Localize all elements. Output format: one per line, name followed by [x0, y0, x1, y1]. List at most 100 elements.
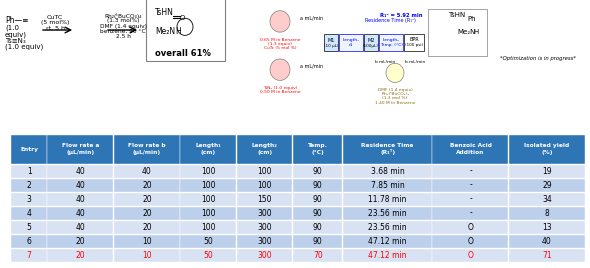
Text: 100: 100 — [201, 222, 215, 232]
FancyBboxPatch shape — [11, 234, 47, 248]
Text: (1.0: (1.0 — [5, 25, 19, 31]
Text: benzene, 90 °C: benzene, 90 °C — [100, 29, 146, 34]
Text: (100 psi): (100 psi) — [405, 43, 423, 47]
Text: (100µL): (100µL) — [363, 44, 379, 48]
Text: Rh₂(ᵗBuCO₃)₄: Rh₂(ᵗBuCO₃)₄ — [381, 92, 409, 96]
Text: 2.5 h: 2.5 h — [116, 34, 130, 39]
FancyBboxPatch shape — [180, 248, 236, 262]
FancyBboxPatch shape — [114, 221, 179, 234]
Text: 100: 100 — [257, 166, 272, 176]
Text: 0.50 M in Benzene: 0.50 M in Benzene — [260, 90, 300, 94]
Text: 4: 4 — [27, 209, 31, 218]
FancyBboxPatch shape — [293, 207, 342, 220]
Text: Flow rate b
(μL/min): Flow rate b (μL/min) — [128, 143, 166, 155]
Text: 10: 10 — [142, 251, 152, 259]
Text: 40: 40 — [76, 181, 86, 189]
Text: 20: 20 — [142, 181, 152, 189]
Text: 90: 90 — [313, 236, 323, 245]
FancyBboxPatch shape — [432, 135, 508, 164]
FancyBboxPatch shape — [509, 248, 585, 262]
Text: Residence Time
(R₁ᵀ): Residence Time (R₁ᵀ) — [362, 143, 414, 155]
Text: b mL/min: b mL/min — [405, 60, 425, 64]
Text: (1.3 equiv): (1.3 equiv) — [268, 42, 292, 46]
Text: Ts≡N₃: Ts≡N₃ — [5, 38, 25, 43]
Text: R₁ᵀ = 5.92 min: R₁ᵀ = 5.92 min — [380, 13, 422, 18]
FancyBboxPatch shape — [293, 248, 342, 262]
FancyBboxPatch shape — [47, 234, 113, 248]
Text: 100: 100 — [201, 166, 215, 176]
Text: 23.56 min: 23.56 min — [368, 209, 407, 218]
FancyBboxPatch shape — [379, 34, 403, 51]
Text: M2: M2 — [368, 38, 375, 43]
FancyBboxPatch shape — [237, 165, 293, 178]
Text: 34: 34 — [542, 195, 552, 203]
Text: 20: 20 — [76, 251, 86, 259]
Text: 90: 90 — [313, 195, 323, 203]
Circle shape — [270, 11, 290, 32]
Text: Flow rate a
(μL/min): Flow rate a (μL/min) — [62, 143, 99, 155]
Text: 0.65 M in Benzene: 0.65 M in Benzene — [260, 38, 300, 42]
Text: Length₂
(cm): Length₂ (cm) — [252, 143, 278, 155]
Text: Isolated yield
(%): Isolated yield (%) — [525, 143, 569, 155]
FancyBboxPatch shape — [432, 165, 508, 178]
FancyBboxPatch shape — [180, 234, 236, 248]
FancyBboxPatch shape — [404, 34, 424, 51]
FancyBboxPatch shape — [509, 192, 585, 206]
Text: 20: 20 — [142, 222, 152, 232]
Text: O: O — [468, 222, 474, 232]
Text: 90: 90 — [313, 181, 323, 189]
FancyBboxPatch shape — [343, 192, 432, 206]
FancyBboxPatch shape — [237, 248, 293, 262]
FancyBboxPatch shape — [364, 34, 378, 51]
FancyBboxPatch shape — [47, 221, 113, 234]
Text: Length₁
(cm): Length₁ (cm) — [195, 143, 221, 155]
Text: 40: 40 — [76, 209, 86, 218]
FancyBboxPatch shape — [114, 165, 179, 178]
FancyBboxPatch shape — [47, 192, 113, 206]
FancyBboxPatch shape — [237, 178, 293, 192]
Text: M1: M1 — [327, 38, 335, 43]
Circle shape — [386, 63, 404, 83]
Text: BPR: BPR — [409, 37, 419, 42]
FancyBboxPatch shape — [47, 165, 113, 178]
Text: 1: 1 — [27, 166, 31, 176]
Text: equiv): equiv) — [5, 31, 27, 38]
FancyBboxPatch shape — [293, 135, 342, 164]
FancyBboxPatch shape — [237, 221, 293, 234]
Text: 13: 13 — [542, 222, 552, 232]
Text: 300: 300 — [257, 251, 272, 259]
FancyBboxPatch shape — [47, 207, 113, 220]
FancyBboxPatch shape — [432, 178, 508, 192]
Text: -: - — [469, 166, 472, 176]
FancyBboxPatch shape — [11, 178, 47, 192]
Text: 90: 90 — [313, 166, 323, 176]
FancyBboxPatch shape — [343, 178, 432, 192]
Text: 10: 10 — [142, 236, 152, 245]
Text: 20: 20 — [142, 195, 152, 203]
FancyBboxPatch shape — [293, 192, 342, 206]
Text: CuTC: CuTC — [47, 15, 63, 20]
Text: 19: 19 — [542, 166, 552, 176]
Text: 47.12 min: 47.12 min — [368, 251, 407, 259]
FancyBboxPatch shape — [114, 135, 179, 164]
FancyBboxPatch shape — [180, 165, 236, 178]
FancyBboxPatch shape — [11, 207, 47, 220]
Text: 100: 100 — [257, 181, 272, 189]
Text: 40: 40 — [76, 166, 86, 176]
FancyBboxPatch shape — [343, 135, 432, 164]
FancyBboxPatch shape — [237, 192, 293, 206]
Text: 40: 40 — [142, 166, 152, 176]
FancyBboxPatch shape — [343, 248, 432, 262]
Text: (1.3 mol %): (1.3 mol %) — [382, 96, 408, 100]
FancyBboxPatch shape — [509, 165, 585, 178]
Text: 6: 6 — [27, 236, 31, 245]
Text: CuTc (5 mol %): CuTc (5 mol %) — [264, 46, 296, 50]
FancyBboxPatch shape — [47, 135, 113, 164]
FancyBboxPatch shape — [432, 234, 508, 248]
FancyBboxPatch shape — [237, 207, 293, 220]
FancyBboxPatch shape — [432, 248, 508, 262]
Text: Temp. (°C): Temp. (°C) — [379, 43, 402, 47]
FancyBboxPatch shape — [343, 207, 432, 220]
Text: 1.40 M in Benzene: 1.40 M in Benzene — [375, 101, 415, 105]
FancyBboxPatch shape — [11, 192, 47, 206]
